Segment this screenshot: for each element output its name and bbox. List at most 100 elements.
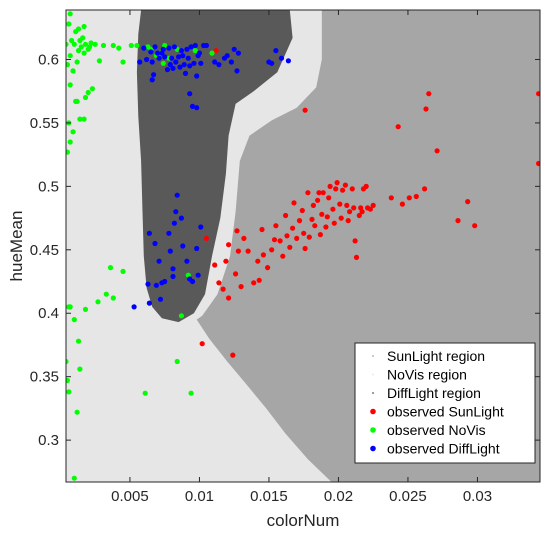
observed-difflight-point (192, 42, 198, 49)
observed-sunlight-point (326, 195, 332, 201)
observed-sunlight-point (199, 341, 205, 347)
observed-novis-point (78, 44, 84, 50)
observed-novis-point (69, 37, 75, 44)
observed-sunlight-point (291, 200, 297, 206)
observed-difflight-point (234, 68, 240, 74)
observed-novis-point (75, 338, 82, 344)
observed-sunlight-point (345, 218, 351, 224)
observed-sunlight-point (226, 295, 232, 301)
observed-difflight-point (137, 59, 143, 65)
observed-difflight-point (198, 60, 204, 66)
observed-points (66, 11, 540, 481)
observed-difflight-point (160, 46, 166, 52)
observed-difflight-point (171, 44, 177, 50)
observed-difflight-point (131, 304, 137, 310)
y-tick-label: 0.6 (38, 51, 59, 68)
observed-sunlight-point (359, 209, 365, 215)
observed-sunlight-point (331, 220, 337, 226)
legend-label: observed DiffLight (387, 441, 500, 457)
observed-sunlight-point (406, 195, 412, 201)
legend-marker (370, 445, 376, 452)
observed-difflight-point (195, 272, 201, 278)
observed-difflight-point (141, 45, 147, 51)
observed-novis-point (66, 62, 70, 68)
observed-sunlight-point (320, 190, 326, 196)
legend-label: DiffLight region (387, 385, 481, 401)
observed-sunlight-point (333, 186, 339, 192)
observed-novis-point (66, 149, 70, 155)
observed-sunlight-point (423, 106, 429, 112)
observed-difflight-point (184, 258, 190, 264)
observed-difflight-point (166, 45, 172, 51)
observed-difflight-point (170, 273, 176, 280)
observed-difflight-point (171, 220, 177, 226)
observed-sunlight-point (255, 258, 261, 264)
observed-sunlight-point (413, 193, 419, 200)
observed-sunlight-point (351, 205, 357, 211)
observed-novis-point (92, 41, 98, 47)
observed-sunlight-point (465, 199, 471, 205)
x-tick-label: 0.02 (324, 488, 353, 505)
observed-novis-point (87, 44, 93, 50)
observed-sunlight-point (259, 226, 265, 233)
observed-novis-point (95, 299, 101, 305)
legend-label: observed NoVis (387, 422, 486, 438)
observed-novis-point (209, 50, 215, 56)
observed-novis-point (85, 89, 91, 96)
observed-difflight-point (212, 59, 218, 65)
observed-sunlight-point (302, 107, 308, 113)
x-tick-label: 0.025 (389, 488, 427, 505)
observed-difflight-point (145, 281, 151, 287)
legend-marker (372, 392, 374, 394)
observed-difflight-point (174, 192, 180, 198)
observed-novis-point (74, 98, 80, 104)
y-tick-label: 0.4 (38, 305, 59, 322)
observed-difflight-point (176, 54, 182, 60)
observed-difflight-point (189, 278, 196, 285)
observed-sunlight-point (388, 195, 394, 201)
observed-difflight-point (189, 103, 196, 109)
observed-sunlight-point (312, 223, 318, 229)
observed-sunlight-point (536, 91, 540, 97)
observed-difflight-point (198, 224, 204, 230)
observed-sunlight-point (334, 180, 340, 186)
observed-novis-point (67, 139, 73, 145)
observed-sunlight-point (273, 223, 279, 229)
observed-novis-point (82, 94, 89, 101)
observed-novis-point (74, 59, 80, 65)
observed-sunlight-point (284, 233, 290, 239)
observed-difflight-point (191, 60, 197, 66)
observed-novis-point (71, 317, 77, 323)
observed-novis-point (100, 42, 107, 49)
observed-sunlight-point (323, 224, 329, 230)
observed-novis-point (80, 35, 86, 41)
observed-sunlight-point (426, 91, 432, 97)
x-tick-label: 0.01 (185, 488, 214, 505)
y-tick-label: 0.55 (30, 115, 59, 132)
observed-sunlight-point (349, 186, 355, 192)
observed-sunlight-point (251, 280, 257, 286)
observed-novis-point (178, 313, 184, 319)
observed-difflight-point (182, 70, 189, 76)
legend-marker (370, 408, 376, 415)
observed-difflight-point (151, 72, 157, 78)
x-tick-label: 0.03 (463, 488, 492, 505)
observed-novis-point (74, 409, 80, 415)
legend: SunLight region NoVis region DiffLight reg… (354, 342, 536, 464)
observed-sunlight-point (277, 238, 283, 244)
observed-sunlight-point (310, 202, 316, 208)
observed-difflight-point (162, 54, 168, 60)
observed-difflight-point (196, 50, 202, 56)
observed-sunlight-point (536, 160, 540, 167)
observed-difflight-point (159, 280, 165, 286)
observed-novis-point (160, 60, 166, 66)
observed-sunlight-point (330, 206, 336, 212)
observed-sunlight-point (299, 207, 305, 214)
observed-novis-point (67, 53, 73, 59)
observed-difflight-point (148, 49, 154, 55)
observed-novis-point (71, 475, 77, 481)
observed-novis-point (67, 304, 73, 310)
observed-sunlight-point (309, 216, 315, 222)
y-axis-ticks: 0.3 0.35 0.4 0.45 0.5 0.55 0.6 (30, 51, 540, 449)
